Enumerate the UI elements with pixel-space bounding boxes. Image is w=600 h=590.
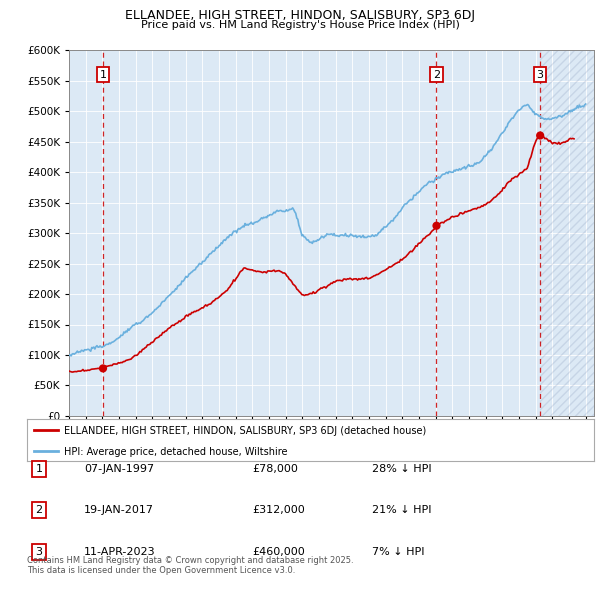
- Text: Contains HM Land Registry data © Crown copyright and database right 2025.
This d: Contains HM Land Registry data © Crown c…: [27, 556, 353, 575]
- Text: 21% ↓ HPI: 21% ↓ HPI: [372, 506, 431, 515]
- Point: [431, 221, 441, 231]
- Point: [535, 131, 545, 140]
- Text: £460,000: £460,000: [252, 547, 305, 556]
- Text: 1: 1: [100, 70, 106, 80]
- Text: 2: 2: [35, 506, 43, 515]
- Text: 1: 1: [35, 464, 43, 474]
- Text: 07-JAN-1997: 07-JAN-1997: [84, 464, 154, 474]
- Text: 3: 3: [536, 70, 544, 80]
- Point: [98, 363, 108, 373]
- Text: 28% ↓ HPI: 28% ↓ HPI: [372, 464, 431, 474]
- Bar: [540, 50, 594, 416]
- Text: Price paid vs. HM Land Registry's House Price Index (HPI): Price paid vs. HM Land Registry's House …: [140, 20, 460, 30]
- Text: ELLANDEE, HIGH STREET, HINDON, SALISBURY, SP3 6DJ: ELLANDEE, HIGH STREET, HINDON, SALISBURY…: [125, 9, 475, 22]
- Text: £312,000: £312,000: [252, 506, 305, 515]
- Text: HPI: Average price, detached house, Wiltshire: HPI: Average price, detached house, Wilt…: [64, 447, 287, 457]
- Text: 2: 2: [433, 70, 440, 80]
- Text: ELLANDEE, HIGH STREET, HINDON, SALISBURY, SP3 6DJ (detached house): ELLANDEE, HIGH STREET, HINDON, SALISBURY…: [64, 426, 426, 436]
- Text: £78,000: £78,000: [252, 464, 298, 474]
- Text: 7% ↓ HPI: 7% ↓ HPI: [372, 547, 425, 556]
- Text: 19-JAN-2017: 19-JAN-2017: [84, 506, 154, 515]
- Text: 3: 3: [35, 547, 43, 556]
- Text: 11-APR-2023: 11-APR-2023: [84, 547, 155, 556]
